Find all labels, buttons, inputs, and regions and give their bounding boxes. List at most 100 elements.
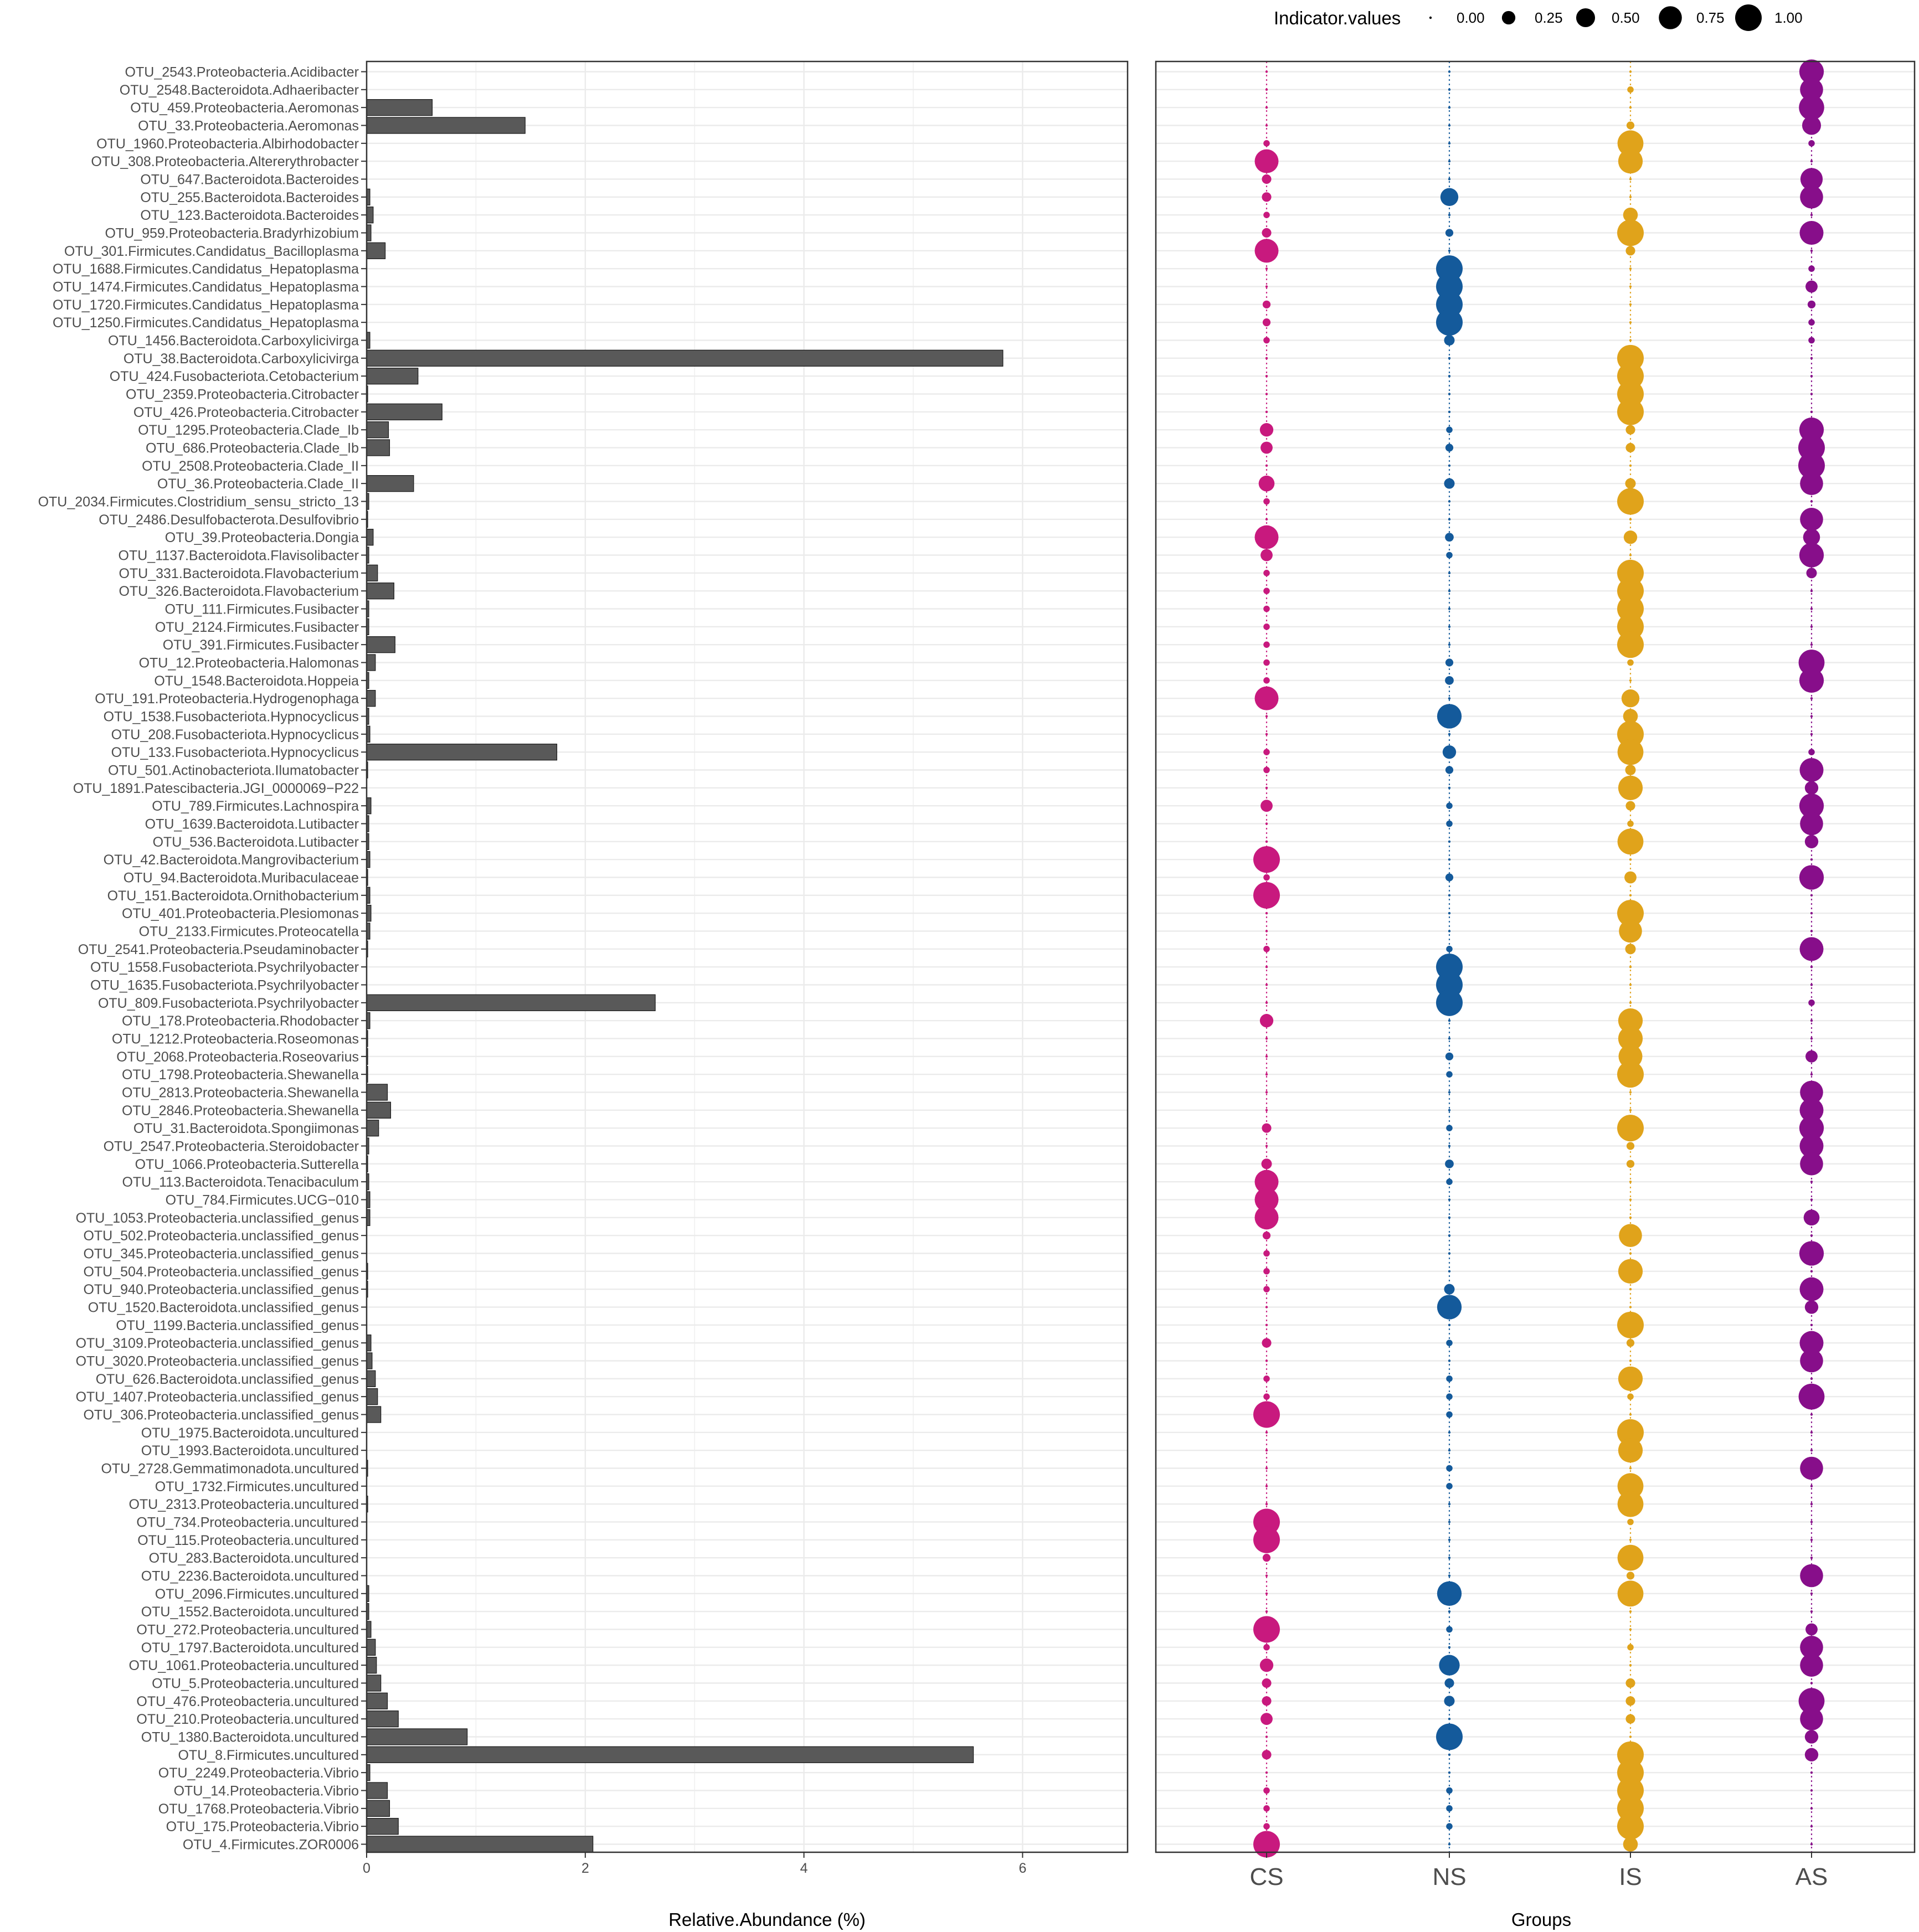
indicator-bubble bbox=[1617, 739, 1644, 765]
indicator-bubble bbox=[1804, 1748, 1819, 1761]
indicator-bubble bbox=[1629, 965, 1632, 968]
indicator-bubble bbox=[1804, 834, 1819, 848]
indicator-bubble bbox=[1810, 410, 1813, 414]
indicator-bubble bbox=[1444, 334, 1455, 346]
indicator-horizontal-gridlines bbox=[1156, 71, 1915, 1845]
indicator-bubble bbox=[1798, 650, 1825, 676]
otu-label: OTU_2548.Bacteroidota.Adhaeribacter bbox=[120, 83, 359, 98]
indicator-bubble bbox=[1448, 1753, 1451, 1756]
indicator-bubble bbox=[1810, 607, 1813, 610]
indicator-bubble bbox=[1265, 965, 1268, 968]
indicator-bubble bbox=[1629, 285, 1632, 288]
indicator-bubble bbox=[1629, 1216, 1632, 1219]
indicator-bubble bbox=[1802, 116, 1822, 135]
abundance-bar bbox=[366, 1711, 399, 1728]
indicator-bubble bbox=[1810, 1556, 1813, 1559]
otu-label: OTU_2543.Proteobacteria.Acidibacter bbox=[125, 65, 359, 80]
otu-label: OTU_301.Firmicutes.Candidatus_Bacillopla… bbox=[64, 244, 359, 259]
otu-label: OTU_1797.Bacteroidota.uncultured bbox=[141, 1640, 359, 1656]
otu-label: OTU_1891.Patescibacteria.JGI_0000069−P22 bbox=[73, 781, 359, 796]
indicator-bubble bbox=[1799, 758, 1824, 782]
indicator-bubble bbox=[1800, 1653, 1823, 1677]
indicator-bubble bbox=[1621, 689, 1640, 708]
indicator-bubble bbox=[1808, 140, 1815, 147]
indicator-bubble bbox=[1265, 267, 1268, 270]
abundance-bar bbox=[366, 1782, 388, 1799]
indicator-panel-border bbox=[1155, 60, 1916, 1853]
indicator-bubble bbox=[1810, 911, 1813, 915]
indicator-bubble bbox=[1446, 802, 1453, 809]
indicator-bubble bbox=[1805, 1050, 1818, 1063]
indicator-bubble bbox=[1265, 1091, 1268, 1094]
indicator-bubble bbox=[1445, 533, 1454, 542]
indicator-bubble bbox=[1448, 1431, 1451, 1434]
indicator-bubble bbox=[1448, 643, 1451, 646]
otu-label: OTU_326.Bacteroidota.Flavobacterium bbox=[119, 584, 359, 599]
indicator-bubble bbox=[1617, 1473, 1644, 1500]
indicator-bubble bbox=[1448, 1449, 1451, 1452]
otu-label: OTU_734.Proteobacteria.uncultured bbox=[136, 1515, 359, 1531]
indicator-bubble bbox=[1265, 1735, 1268, 1738]
indicator-bubble bbox=[1798, 1688, 1825, 1714]
indicator-bubble bbox=[1263, 874, 1270, 881]
indicator-bubble bbox=[1799, 1277, 1824, 1301]
otu-label: OTU_2359.Proteobacteria.Citrobacter bbox=[126, 387, 359, 403]
otu-label: OTU_536.Bacteroidota.Lutibacter bbox=[153, 834, 359, 850]
indicator-bubble bbox=[1617, 219, 1644, 246]
indicator-bubble bbox=[1446, 1411, 1453, 1418]
indicator-bubble bbox=[1810, 733, 1813, 736]
otu-label: OTU_1768.Proteobacteria.Vibrio bbox=[158, 1801, 359, 1817]
indicator-bubble bbox=[1448, 1270, 1451, 1273]
indicator-bubble bbox=[1265, 124, 1268, 127]
indicator-bubble bbox=[1617, 1061, 1644, 1088]
indicator-bubble bbox=[1808, 337, 1815, 344]
indicator-bubble bbox=[1437, 1581, 1462, 1606]
indicator-bubble bbox=[1265, 1109, 1268, 1112]
indicator-bubble bbox=[1448, 500, 1451, 503]
indicator-bubble bbox=[1626, 1572, 1635, 1580]
indicator-bubble bbox=[1810, 589, 1813, 593]
indicator-bubble bbox=[1810, 500, 1813, 503]
indicator-bubble bbox=[1798, 1383, 1825, 1410]
indicator-bubble bbox=[1629, 1538, 1632, 1542]
indicator-bubble bbox=[1800, 508, 1823, 531]
otu-label: OTU_1993.Bacteroidota.uncultured bbox=[141, 1443, 359, 1459]
otu-label: OTU_115.Proteobacteria.uncultured bbox=[137, 1533, 359, 1548]
otu-label: OTU_1548.Bacteroidota.Hoppeia bbox=[154, 673, 359, 689]
indicator-bubble bbox=[1627, 1518, 1634, 1526]
indicator-bubble bbox=[1446, 1071, 1453, 1078]
indicator-bubble bbox=[1263, 641, 1270, 648]
abundance-x-tick-label: 4 bbox=[800, 1861, 808, 1876]
indicator-bubble bbox=[1442, 745, 1457, 759]
indicator-bubble bbox=[1629, 554, 1632, 557]
abundance-bar bbox=[366, 368, 419, 385]
indicator-bubble bbox=[1800, 1080, 1823, 1104]
indicator-bubble bbox=[1446, 1178, 1453, 1185]
indicator-bubble bbox=[1444, 478, 1455, 489]
group-x-tick-label: NS bbox=[1432, 1863, 1466, 1890]
indicator-bubble bbox=[1617, 130, 1644, 157]
indicator-bubble bbox=[1617, 828, 1644, 855]
indicator-bubble bbox=[1624, 871, 1637, 884]
indicator-bubble bbox=[1629, 1467, 1632, 1470]
indicator-bubble bbox=[1446, 1375, 1453, 1382]
legend-size-key bbox=[1735, 4, 1762, 31]
indicator-bubble bbox=[1629, 1180, 1632, 1183]
indicator-bubble bbox=[1261, 1158, 1272, 1169]
indicator-bubble bbox=[1626, 1142, 1635, 1150]
indicator-bubble bbox=[1254, 525, 1279, 549]
indicator-bubble bbox=[1629, 1001, 1632, 1004]
otu-label: OTU_1635.Fusobacteriota.Psychrilyobacter bbox=[90, 978, 359, 993]
indicator-bubble bbox=[1263, 1644, 1270, 1651]
abundance-x-axis-title: Relative.Abundance (%) bbox=[668, 1909, 866, 1930]
indicator-bubble bbox=[1617, 1813, 1644, 1840]
otu-label: OTU_2236.Bacteroidota.uncultured bbox=[141, 1569, 359, 1584]
indicator-bubble bbox=[1799, 221, 1824, 245]
indicator-bubble bbox=[1799, 865, 1824, 890]
indicator-bubble bbox=[1618, 1026, 1643, 1051]
abundance-bar bbox=[366, 1370, 376, 1387]
indicator-bubble bbox=[1265, 410, 1268, 414]
indicator-bubble bbox=[1810, 1682, 1813, 1684]
indicator-bubble bbox=[1800, 1152, 1823, 1176]
